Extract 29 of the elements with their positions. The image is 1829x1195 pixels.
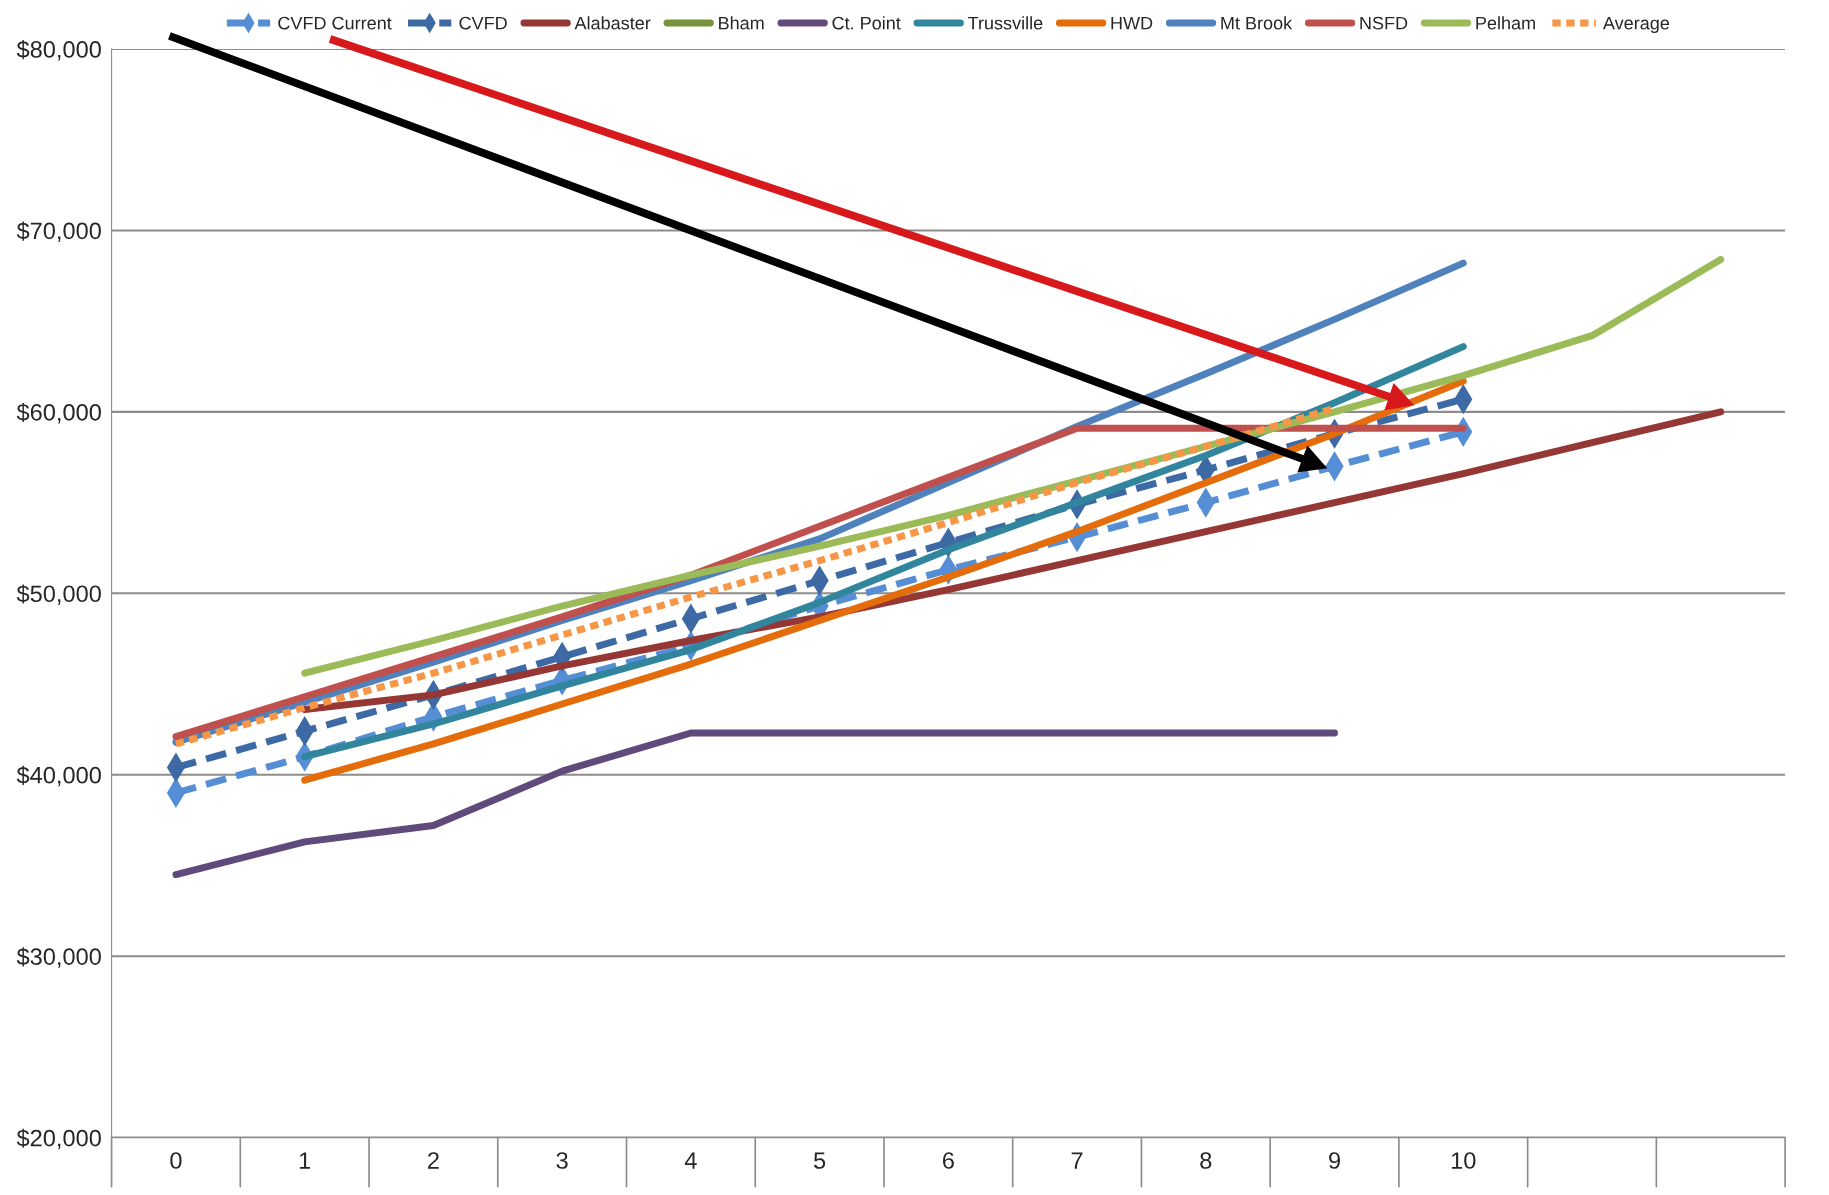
- legend-label: CVFD Current: [278, 16, 392, 30]
- legend-label: Alabaster: [574, 16, 651, 30]
- x-tick-label: 7: [1071, 1152, 1083, 1169]
- y-tick-label: $20,000: [16, 1128, 101, 1150]
- x-tick-label: 5: [813, 1152, 826, 1169]
- x-tick-label: 10: [1451, 1152, 1476, 1169]
- y-tick-label: $50,000: [16, 584, 101, 605]
- x-tick-label: 0: [170, 1152, 182, 1169]
- legend-label: Pelham: [1476, 16, 1535, 30]
- x-tick-label: 9: [1329, 1152, 1340, 1169]
- legend-label: Bham: [719, 16, 764, 30]
- legend-label: Trussville: [968, 16, 1043, 30]
- x-tick-label: 2: [428, 1152, 439, 1169]
- y-tick-label: $30,000: [16, 947, 101, 968]
- legend-label: CVFD: [459, 16, 507, 30]
- y-tick-label: $40,000: [16, 765, 101, 787]
- legend-label: Average: [1602, 16, 1670, 34]
- legend-label: HWD: [1111, 16, 1153, 30]
- legend-label: Mt Brook: [1221, 16, 1293, 30]
- x-tick-label: 4: [684, 1152, 697, 1169]
- x-tick-label: 8: [1200, 1152, 1212, 1169]
- x-tick-label: 6: [942, 1152, 954, 1169]
- legend-label: NSFD: [1360, 16, 1408, 30]
- y-tick-label: $70,000: [16, 221, 101, 243]
- y-tick-label: $80,000: [16, 40, 101, 61]
- y-tick-label: $60,000: [16, 402, 101, 424]
- x-tick-label: 3: [556, 1152, 568, 1169]
- x-tick-label: 1: [299, 1152, 311, 1169]
- legend-label: Ct. Point: [832, 16, 901, 30]
